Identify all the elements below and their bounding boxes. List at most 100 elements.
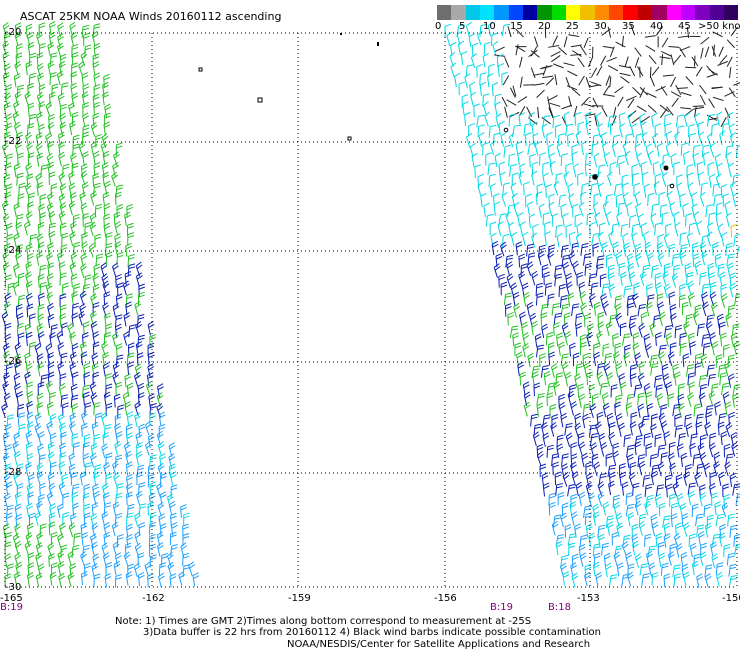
wind-barb	[468, 123, 475, 137]
wind-barb	[102, 362, 110, 377]
wind-barb	[708, 390, 716, 406]
wind-barb	[654, 281, 662, 297]
wind-barb	[643, 183, 650, 198]
wind-barb	[677, 402, 685, 418]
wind-barb	[116, 534, 124, 548]
wind-barb	[180, 504, 187, 518]
wind-barb	[612, 333, 619, 347]
wind-barb	[591, 233, 600, 246]
wind-barb	[570, 562, 578, 577]
wind-barb	[37, 221, 45, 236]
wind-barb	[634, 553, 642, 568]
wind-barb	[650, 423, 657, 438]
wind-barb	[733, 234, 740, 247]
wind-barb	[683, 571, 690, 586]
wind-barb	[638, 322, 646, 338]
wind-barb	[535, 282, 543, 296]
wind-barb	[554, 74, 558, 86]
wind-barb	[13, 263, 20, 278]
wind-barb	[589, 221, 596, 236]
wind-barb	[91, 502, 99, 517]
wind-barb	[36, 323, 44, 338]
wind-barb	[722, 193, 730, 208]
wind-barb	[604, 194, 613, 207]
wind-barb	[685, 76, 694, 85]
wind-barb	[675, 84, 682, 96]
wind-barb	[59, 522, 66, 538]
wind-barb	[79, 471, 87, 486]
wind-barb	[676, 182, 683, 197]
wind-barb	[89, 212, 97, 228]
wind-barb	[616, 154, 625, 168]
wind-barb	[48, 230, 56, 246]
wind-barb	[511, 172, 519, 186]
wind-barb	[70, 71, 78, 86]
wind-barb	[510, 232, 518, 247]
wind-barb	[640, 222, 647, 237]
island	[257, 97, 263, 103]
wind-barb	[544, 230, 551, 246]
wind-barb	[156, 383, 164, 398]
wind-barb	[604, 562, 612, 578]
wind-barb	[568, 193, 575, 208]
wind-barb	[651, 264, 659, 278]
wind-barb	[513, 201, 520, 217]
wind-barb	[16, 483, 24, 497]
wind-barb	[603, 152, 610, 167]
wind-barb	[36, 500, 43, 516]
wind-barb	[105, 372, 112, 387]
wind-barb	[94, 233, 102, 248]
wind-barb	[519, 371, 527, 386]
wind-barb	[710, 383, 719, 397]
wind-barb	[650, 362, 659, 376]
wind-barb	[679, 283, 686, 298]
wind-barb	[685, 313, 693, 328]
wind-barb	[92, 150, 100, 166]
wind-barb	[705, 204, 714, 217]
wind-barb	[13, 372, 21, 388]
wind-barb	[595, 571, 603, 587]
wind-barb	[554, 273, 563, 287]
wind-barb	[59, 202, 67, 217]
wind-barb	[561, 361, 569, 377]
wind-barb	[18, 182, 26, 196]
wind-barb	[35, 132, 43, 147]
wind-barb	[458, 81, 466, 96]
wind-barb	[81, 410, 88, 426]
wind-barb	[608, 230, 615, 246]
wind-barb	[666, 190, 673, 206]
wind-barb	[686, 26, 690, 38]
wind-barb	[735, 145, 740, 158]
wind-barb	[670, 91, 682, 98]
wind-barb	[665, 381, 673, 396]
wind-barb	[580, 302, 587, 318]
wind-barb	[593, 193, 601, 207]
wind-barb	[125, 482, 133, 498]
wind-barb	[450, 41, 457, 57]
wind-barb	[594, 115, 598, 127]
wind-barb	[529, 153, 536, 168]
wind-barb	[621, 35, 624, 47]
wind-barb	[13, 73, 21, 88]
wind-barb	[460, 51, 468, 66]
wind-barb	[671, 272, 679, 288]
wind-barb	[536, 402, 544, 417]
wind-barb	[81, 24, 90, 38]
wind-barb	[59, 121, 67, 137]
wind-barb	[34, 511, 42, 526]
wind-barb	[101, 482, 109, 498]
wind-barb	[69, 262, 77, 277]
wind-barb	[91, 563, 99, 578]
wind-barb	[643, 432, 651, 447]
wind-barb	[538, 152, 547, 166]
wind-barb	[117, 282, 124, 296]
scale-swatch	[551, 5, 567, 20]
wind-barb	[711, 123, 719, 137]
wind-barb	[578, 201, 585, 217]
wind-barb	[651, 413, 658, 427]
wind-barb	[59, 103, 67, 118]
wind-barb	[645, 391, 653, 406]
axis-labels: -20 -22 -24 -26 -28 -30 -165 -162 -159 -…	[0, 27, 740, 613]
wind-barb	[24, 91, 32, 107]
wind-barb	[718, 364, 726, 378]
